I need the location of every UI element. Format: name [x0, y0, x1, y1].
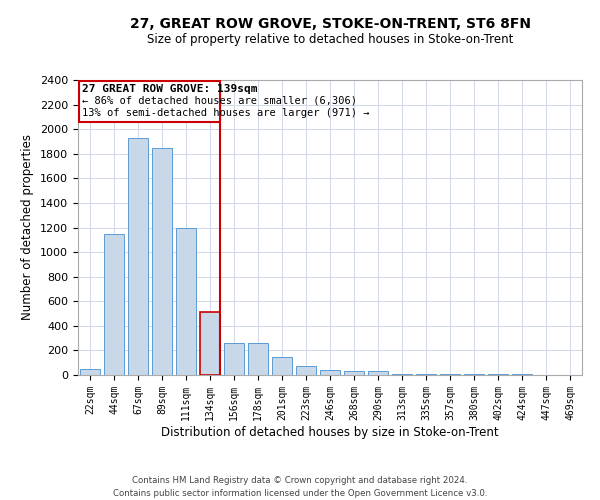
Bar	[200, 312, 220, 375]
Bar	[344, 370, 364, 375]
Bar	[176, 228, 196, 375]
Bar	[392, 374, 412, 375]
Bar	[128, 138, 148, 375]
Text: Contains HM Land Registry data © Crown copyright and database right 2024.
Contai: Contains HM Land Registry data © Crown c…	[113, 476, 487, 498]
Bar	[440, 374, 460, 375]
Bar	[152, 148, 172, 375]
X-axis label: Distribution of detached houses by size in Stoke-on-Trent: Distribution of detached houses by size …	[161, 426, 499, 438]
Text: 27 GREAT ROW GROVE: 139sqm: 27 GREAT ROW GROVE: 139sqm	[82, 84, 257, 94]
Y-axis label: Number of detached properties: Number of detached properties	[22, 134, 34, 320]
Bar	[488, 374, 508, 375]
Bar	[512, 374, 532, 375]
Bar	[248, 343, 268, 375]
FancyBboxPatch shape	[79, 81, 220, 122]
Bar	[104, 234, 124, 375]
Text: 13% of semi-detached houses are larger (971) →: 13% of semi-detached houses are larger (…	[82, 108, 370, 118]
Bar	[296, 366, 316, 375]
Bar	[80, 369, 100, 375]
Text: Size of property relative to detached houses in Stoke-on-Trent: Size of property relative to detached ho…	[147, 32, 513, 46]
Bar	[416, 374, 436, 375]
Bar	[320, 370, 340, 375]
Text: ← 86% of detached houses are smaller (6,306): ← 86% of detached houses are smaller (6,…	[82, 96, 357, 106]
Bar	[368, 372, 388, 375]
Text: 27, GREAT ROW GROVE, STOKE-ON-TRENT, ST6 8FN: 27, GREAT ROW GROVE, STOKE-ON-TRENT, ST6…	[130, 18, 530, 32]
Bar	[464, 374, 484, 375]
Bar	[224, 343, 244, 375]
Bar	[272, 356, 292, 375]
